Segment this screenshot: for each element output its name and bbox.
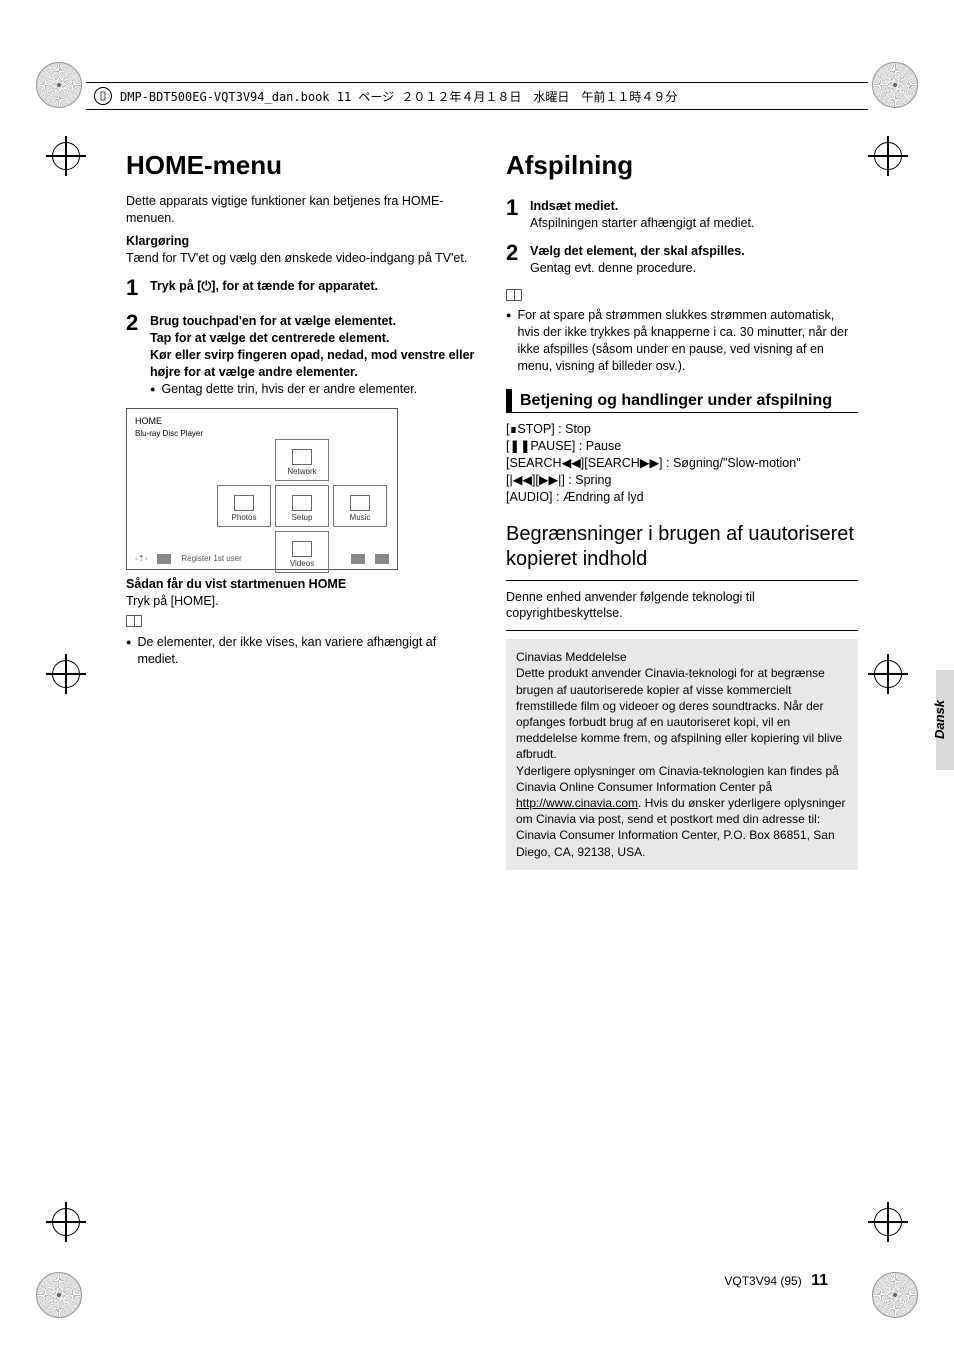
diagram-subtitle: Blu-ray Disc Player	[135, 429, 203, 440]
crop-mark-l2	[46, 654, 86, 694]
right-column: Afspilning 1 Indsæt mediet. Afspilningen…	[506, 140, 858, 1278]
right-step-1: 1 Indsæt mediet. Afspilningen starter af…	[506, 193, 858, 232]
cinavia-title: Cinavias Meddelelse	[516, 649, 848, 665]
step1-line: Indsæt mediet.	[530, 198, 754, 215]
control-search: [SEARCH◀◀][SEARCH▶▶] : Søgning/"Slow-mot…	[506, 455, 858, 472]
print-radial-br	[872, 1272, 918, 1318]
step-number: 1	[506, 193, 530, 223]
right-note: For at spare på strømmen slukkes strømme…	[506, 307, 858, 375]
diagram-cell-photos: Photos	[217, 485, 271, 527]
after-diagram-bold: Sådan får du vist startmenuen HOME	[126, 576, 478, 593]
footer-code: VQT3V94 (95)	[724, 1274, 801, 1288]
crop-mark-r3	[868, 1202, 908, 1242]
header-bar: DMP-BDT500EG-VQT3V94_dan.book 11 ページ ２０１…	[86, 82, 868, 110]
diagram-grid: Network Photos Setup Music Videos	[217, 439, 387, 573]
cinavia-p2: Yderligere oplysninger om Cinavia-teknol…	[516, 763, 848, 828]
control-stop: [∎STOP] : Stop	[506, 421, 858, 438]
step2-bullet: Gentag dette trin, hvis der er andre ele…	[150, 381, 478, 398]
cinavia-p1: Dette produkt anvender Cinavia-teknologi…	[516, 665, 848, 762]
diagram-cell-music: Music	[333, 485, 387, 527]
divider	[506, 630, 858, 631]
page-content: HOME-menu Dette apparats vigtige funktio…	[126, 140, 858, 1278]
print-radial-bl	[36, 1272, 82, 1318]
control-pause: [❚❚PAUSE] : Pause	[506, 438, 858, 455]
left-note: De elementer, der ikke vises, kan varier…	[126, 634, 478, 668]
diagram-title: HOME	[135, 415, 162, 427]
subsection-heading: Begrænsninger i brugen af uautoriseret k…	[506, 522, 858, 572]
print-radial-tl	[36, 62, 82, 108]
right-step-2: 2 Vælg det element, der skal afspilles. …	[506, 238, 858, 277]
left-step-2: 2 Brug touchpad'en for at vælge elemente…	[126, 308, 478, 397]
footer-page: 11	[811, 1272, 828, 1289]
control-skip: [|◀◀][▶▶|] : Spring	[506, 472, 858, 489]
step2-line: Vælg det element, der skal afspilles.	[530, 243, 745, 260]
cinavia-p3: Cinavia Consumer Information Center, P.O…	[516, 827, 848, 859]
prep-label: Klargøring	[126, 233, 478, 250]
note-icon	[126, 615, 142, 627]
crop-mark-r2	[868, 654, 908, 694]
cinavia-link[interactable]: http://www.cinavia.com	[516, 796, 638, 810]
left-title: HOME-menu	[126, 148, 478, 183]
prep-text: Tænd for TV'et og vælg den ønskede video…	[126, 250, 478, 267]
header-text: DMP-BDT500EG-VQT3V94_dan.book 11 ページ ２０１…	[120, 88, 677, 105]
right-title: Afspilning	[506, 148, 858, 183]
step-number: 1	[126, 273, 150, 303]
step-text: Brug touchpad'en for at vælge elementet.…	[150, 308, 478, 397]
crop-mark-l3	[46, 1202, 86, 1242]
control-audio: [AUDIO] : Ændring af lyd	[506, 489, 858, 506]
home-menu-diagram: HOME Blu-ray Disc Player Network Photos …	[126, 408, 398, 570]
diagram-cell-videos: Videos	[275, 531, 329, 573]
note-icon	[506, 289, 522, 301]
step-text: Indsæt mediet. Afspilningen starter afhæ…	[530, 193, 754, 232]
left-step-1: 1 Tryk på [⏻], for at tænde for apparate…	[126, 273, 478, 303]
page-footer: VQT3V94 (95) 11	[724, 1272, 828, 1290]
crop-mark-l1	[46, 136, 86, 176]
header-circle-icon	[94, 87, 112, 105]
diagram-cell-setup: Setup	[275, 485, 329, 527]
divider	[506, 580, 858, 581]
step-text: Vælg det element, der skal afspilles. Ge…	[530, 238, 745, 277]
print-radial-tr	[872, 62, 918, 108]
step1-line: Afspilningen starter afhængigt af mediet…	[530, 215, 754, 232]
step2-line: Brug touchpad'en for at vælge elementet.	[150, 313, 478, 330]
after-diagram-text: Tryk på [HOME].	[126, 593, 478, 610]
diagram-bottom-row: ◦⇡◦ Register 1st user	[135, 554, 389, 565]
step2-line: Kør eller svirp fingeren opad, nedad, mo…	[150, 347, 478, 381]
left-column: HOME-menu Dette apparats vigtige funktio…	[126, 140, 478, 1278]
step-number: 2	[126, 308, 150, 338]
diagram-cell-network: Network	[275, 439, 329, 481]
cinavia-notice-box: Cinavias Meddelelse Dette produkt anvend…	[506, 639, 858, 869]
step2-line: Tap for at vælge det centrerede element.	[150, 330, 478, 347]
crop-mark-r1	[868, 136, 908, 176]
subsection-intro: Denne enhed anvender følgende teknologi …	[506, 589, 858, 623]
section-heading: Betjening og handlinger under afspilning	[506, 389, 858, 413]
step2-line: Gentag evt. denne procedure.	[530, 260, 745, 277]
step-number: 2	[506, 238, 530, 268]
step-text: Tryk på [⏻], for at tænde for apparatet.	[150, 273, 378, 295]
left-intro: Dette apparats vigtige funktioner kan be…	[126, 193, 478, 227]
side-language-label: Dansk	[932, 700, 947, 739]
